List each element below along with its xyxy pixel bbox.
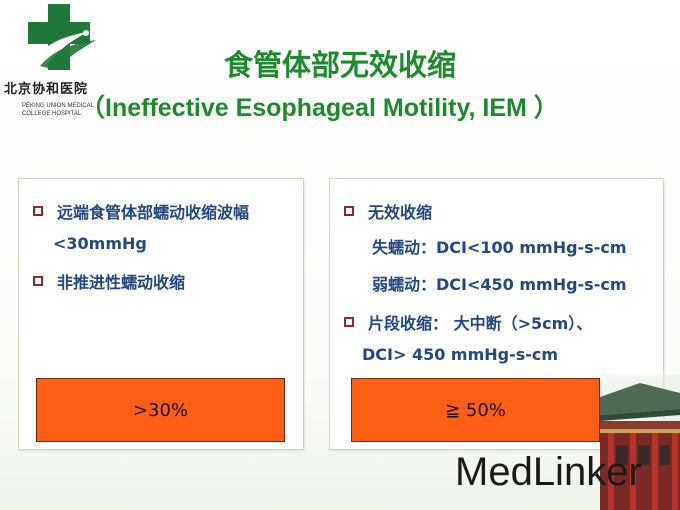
cross-crane-icon <box>28 4 96 70</box>
medlinker-watermark: MedLinker <box>455 450 642 494</box>
left-summary-value: >30% <box>132 399 189 421</box>
hospital-logo: 北京协和医院 PEKING UNION MEDICAL COLLEGE HOSP… <box>0 0 120 128</box>
square-bullet-icon <box>33 206 43 216</box>
right-summary-box: ≧ 50% <box>351 378 600 442</box>
left-item-1-text: 远端食管体部蠕动收缩波幅 <box>57 203 250 222</box>
right-item-1-text: 无效收缩 <box>368 203 433 222</box>
left-item-2-text: 非推进性蠕动收缩 <box>57 273 186 292</box>
left-summary-box: >30% <box>36 378 285 442</box>
left-item-1-continuation: <30mmHg <box>53 234 147 253</box>
right-sub-1: 失蠕动：DCI<100 mmHg-s-cm <box>372 238 627 257</box>
left-item-1: 远端食管体部蠕动收缩波幅 <box>33 199 249 223</box>
square-bullet-icon <box>344 206 354 216</box>
right-item-2: 片段收缩： 大中断（>5cm）、 <box>344 310 592 334</box>
right-item-2-text: 片段收缩： 大中断（>5cm）、 <box>368 314 593 333</box>
slide-title-en: （Ineffective Esophageal Motility, IEM ） <box>80 94 559 122</box>
square-bullet-icon <box>33 276 43 286</box>
right-item-2-continuation: DCI> 450 mmHg-s-cm <box>362 345 559 364</box>
right-summary-value: ≧ 50% <box>445 399 506 421</box>
left-item-2: 非推进性蠕动收缩 <box>33 269 185 293</box>
right-item-1: 无效收缩 <box>344 199 432 223</box>
logo-name-en: PEKING UNION MEDICAL COLLEGE HOSPITAL <box>22 103 94 117</box>
right-sub-2: 弱蠕动：DCI<450 mmHg-s-cm <box>372 275 627 294</box>
logo-name-cn: 北京协和医院 <box>4 82 89 97</box>
slide-title-cn: 食管体部无效收缩 <box>223 48 456 82</box>
hospital-building-image <box>600 375 680 510</box>
square-bullet-icon <box>344 317 354 327</box>
